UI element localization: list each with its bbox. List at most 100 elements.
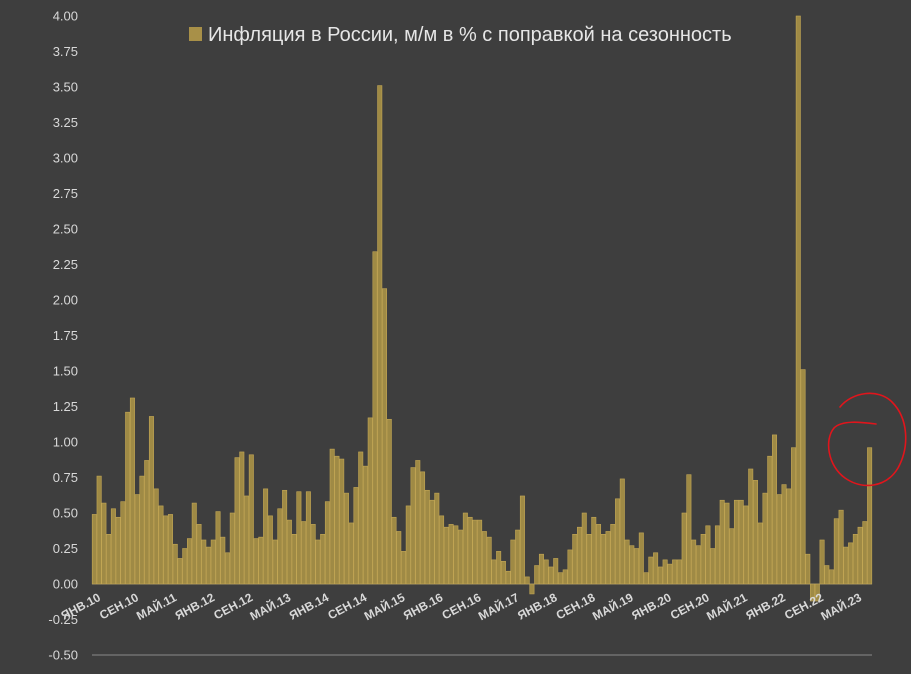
bar (296, 491, 302, 585)
bar (215, 511, 221, 585)
x-tick-label: СЕН.22 (782, 590, 826, 622)
bar (382, 288, 387, 585)
y-tick-label: 2.75 (53, 186, 78, 201)
bar (258, 536, 264, 585)
bar (510, 539, 516, 585)
y-tick-label: 4.00 (53, 9, 78, 24)
bar (757, 522, 763, 585)
bar (167, 514, 173, 585)
x-tick-label: МАЙ.19 (590, 589, 636, 623)
y-tick-label: 1.25 (53, 399, 78, 414)
bar (505, 570, 511, 585)
bar (153, 488, 159, 585)
bar (596, 524, 602, 585)
bar (229, 512, 235, 585)
bar (125, 411, 131, 585)
bar (591, 516, 597, 585)
bar (862, 521, 868, 585)
y-tick-label: 0.25 (53, 541, 78, 556)
bar (653, 552, 659, 585)
y-tick-label: 2.25 (53, 257, 78, 272)
bar (857, 526, 863, 585)
bar (710, 548, 716, 585)
bar (291, 533, 297, 585)
y-tick-label: 2.00 (53, 293, 78, 308)
bar (277, 508, 283, 585)
y-tick-label: 0.50 (53, 506, 78, 521)
x-tick-label: МАЙ.23 (818, 589, 864, 623)
bar (458, 529, 464, 585)
bar (648, 556, 654, 585)
bar (553, 558, 559, 585)
bar (548, 566, 554, 585)
bar (206, 546, 212, 585)
bar (819, 539, 825, 585)
bar (310, 524, 316, 585)
bar (410, 467, 416, 585)
legend-label: Инфляция в России, м/м в % с поправкой н… (208, 24, 732, 46)
bar (263, 488, 269, 585)
bar (762, 492, 768, 585)
bar (210, 539, 216, 585)
bar (767, 455, 773, 585)
bar (329, 448, 335, 585)
bar (396, 531, 402, 585)
x-tick-label: СЕН.12 (211, 590, 255, 622)
bar (144, 460, 150, 585)
y-tick-label: 1.00 (53, 435, 78, 450)
bar (129, 397, 135, 585)
bar (848, 542, 854, 585)
x-tick-label: ЯНВ.18 (515, 590, 560, 623)
bar (177, 558, 183, 585)
bar (795, 15, 801, 585)
bar (738, 499, 744, 585)
bar (695, 545, 701, 585)
bar (624, 539, 630, 585)
bar (615, 498, 621, 585)
x-axis: ЯНВ.10СЕН.10МАЙ.11ЯНВ.12СЕН.12МАЙ.13ЯНВ.… (59, 589, 865, 623)
bar (220, 536, 226, 585)
bar (776, 494, 782, 585)
bar (733, 499, 739, 585)
bar (496, 551, 502, 585)
bar (91, 514, 97, 585)
bar (320, 533, 326, 585)
bar (800, 369, 806, 585)
y-tick-label: 3.00 (53, 151, 78, 166)
bar (182, 548, 188, 585)
x-tick-label: СЕН.10 (97, 590, 141, 622)
x-tick-label: ЯНВ.12 (173, 590, 218, 623)
annotation-circle (827, 392, 907, 487)
x-tick-label: ЯНВ.20 (629, 590, 674, 623)
legend-swatch (189, 27, 202, 41)
bar (643, 572, 649, 585)
bar (867, 447, 873, 585)
x-tick-label: МАЙ.11 (134, 589, 180, 623)
bar (134, 494, 140, 585)
bar (148, 416, 154, 585)
bar (353, 487, 359, 585)
bar (686, 474, 692, 585)
y-tick-label: -0.50 (48, 648, 78, 663)
bar (282, 489, 288, 585)
bar (657, 566, 663, 585)
bar (339, 458, 345, 585)
bar (272, 539, 278, 585)
bar (529, 583, 535, 595)
bar (691, 539, 697, 585)
x-tick-label: МАЙ.15 (361, 589, 407, 623)
bar-series (91, 15, 873, 602)
bar (334, 455, 340, 585)
bar (377, 85, 383, 585)
x-tick-label: МАЙ.13 (247, 589, 293, 623)
bar (96, 475, 102, 585)
bar (486, 536, 492, 585)
bar (253, 538, 259, 585)
bar (572, 533, 578, 585)
bar (676, 559, 682, 585)
y-tick-label: 3.75 (53, 44, 78, 59)
x-tick-label: ЯНВ.16 (401, 590, 446, 623)
bar (724, 502, 730, 585)
bar (429, 499, 435, 585)
